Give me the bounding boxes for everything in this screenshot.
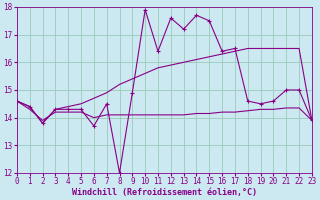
X-axis label: Windchill (Refroidissement éolien,°C): Windchill (Refroidissement éolien,°C) bbox=[72, 188, 257, 197]
